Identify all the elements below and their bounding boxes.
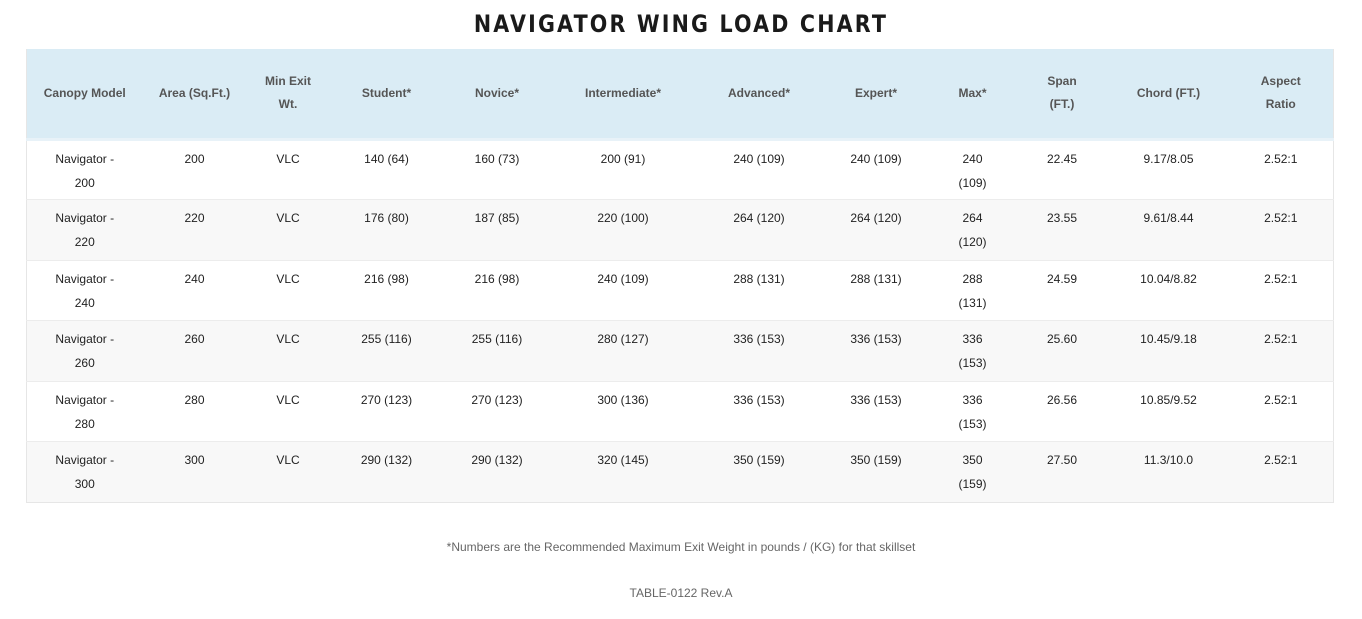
header-max: Max* — [929, 49, 1016, 141]
header-canopy-model: Canopy Model — [26, 49, 143, 141]
cell-min-exit-weight: VLC — [276, 211, 300, 225]
cell-student: 290 (132) — [360, 453, 413, 467]
cell-chord: 10.45/9.18 — [1140, 332, 1197, 346]
cell-canopy-model: Navigator - 240 — [55, 271, 115, 310]
cell-student: 176 (80) — [364, 211, 409, 225]
cell-max: 336 (153) — [958, 392, 987, 431]
header-novice: Novice* — [443, 49, 551, 141]
cell-max: 336 (153) — [958, 332, 987, 370]
cell-canopy-model: Navigator - 220 — [55, 211, 115, 249]
table-row: Navigator - 280 280 VLC 270 (123) 270 (123) 3… — [26, 381, 1334, 442]
cell-canopy-model: Navigator - 300 — [55, 453, 115, 491]
cell-student: 140 (64) — [364, 151, 409, 166]
cell-expert: 240 (109) — [850, 151, 902, 166]
header-intermediate: Intermediate* — [550, 49, 696, 141]
cell-max: 350 (159) — [958, 453, 987, 491]
table-row: Navigator - 220 220 VLC 176 (80) 187 (85) 220… — [26, 199, 1334, 260]
table-row: Navigator - 300 300 VLC 290 (132) 290 (132) 3… — [26, 441, 1334, 502]
cell-novice: 160 (73) — [474, 151, 520, 166]
page-title: NAVIGATOR WING LOAD CHART — [473, 10, 889, 38]
cell-novice: 290 (132) — [471, 453, 523, 467]
cell-area: 200 — [184, 151, 205, 166]
cell-min-exit-weight: VLC — [276, 392, 300, 407]
cell-canopy-model: Navigator - 280 — [55, 392, 115, 431]
cell-advanced: 264 (120) — [733, 211, 785, 225]
footnote: *Numbers are the Recommended Maximum Exi… — [446, 540, 916, 554]
cell-area: 280 — [184, 392, 205, 407]
cell-advanced: 350 (159) — [733, 453, 785, 467]
cell-aspect-ratio: 2.52:1 — [1264, 392, 1298, 407]
cell-intermediate: 200 (91) — [600, 151, 646, 166]
cell-aspect-ratio: 2.52:1 — [1264, 211, 1298, 225]
cell-chord: 10.85/9.52 — [1140, 392, 1197, 407]
cell-advanced: 288 (131) — [733, 271, 785, 286]
cell-min-exit-weight: VLC — [276, 151, 300, 166]
cell-area: 300 — [184, 453, 205, 467]
cell-area: 260 — [184, 332, 205, 346]
cell-student: 270 (123) — [360, 392, 413, 407]
cell-intermediate: 220 (100) — [597, 211, 649, 225]
cell-chord: 10.04/8.82 — [1140, 271, 1197, 286]
cell-student: 255 (116) — [361, 332, 412, 346]
cell-intermediate: 320 (145) — [597, 453, 649, 467]
header-area: Area (Sq.Ft.) — [142, 49, 247, 141]
cell-min-exit-weight: VLC — [276, 453, 300, 467]
cell-span: 27.50 — [1046, 453, 1078, 467]
cell-max: 240 (109) — [958, 151, 987, 190]
header-advanced: Advanced* — [695, 49, 823, 141]
cell-canopy-model: Navigator - 200 — [55, 151, 115, 190]
table-row: Navigator - 260 260 VLC 255 (116) 255 (116) 2… — [26, 320, 1334, 381]
cell-intermediate: 240 (109) — [597, 271, 649, 286]
table-reference: TABLE-0122 Rev.A — [629, 586, 733, 600]
cell-expert: 288 (131) — [850, 271, 902, 286]
cell-aspect-ratio: 2.52:1 — [1264, 151, 1298, 166]
table-body: Navigator - 200 200 VLC 140 (64) 160 (73) 200… — [26, 139, 1334, 502]
header-expert: Expert* — [822, 49, 930, 141]
cell-aspect-ratio: 2.52:1 — [1264, 332, 1298, 346]
cell-min-exit-weight: VLC — [276, 332, 300, 346]
cell-novice: 270 (123) — [471, 392, 523, 407]
cell-span: 25.60 — [1046, 332, 1078, 346]
header-student: Student* — [329, 49, 444, 141]
cell-advanced: 336 (153) — [733, 332, 785, 346]
header-span: Span (FT.) — [1015, 49, 1109, 141]
cell-max: 264 (120) — [958, 211, 987, 249]
cell-chord: 9.17/8.05 — [1143, 151, 1194, 166]
cell-expert: 350 (159) — [850, 453, 902, 467]
cell-expert: 264 (120) — [850, 211, 902, 225]
cell-span: 22.45 — [1046, 151, 1078, 166]
cell-advanced: 336 (153) — [733, 392, 785, 407]
cell-novice: 187 (85) — [474, 211, 520, 225]
table-row: Navigator - 240 240 VLC 216 (98) 216 (98) 240… — [26, 260, 1334, 321]
cell-chord: 11.3/10.0 — [1143, 453, 1194, 467]
wing-load-table: Canopy Model Area (Sq.Ft.) Min Exit Wt. … — [26, 49, 1334, 503]
cell-intermediate: 300 (136) — [597, 392, 649, 407]
cell-area: 220 — [184, 211, 205, 225]
cell-aspect-ratio: 2.52:1 — [1264, 271, 1298, 286]
header-min-exit-weight: Min Exit Wt. — [246, 49, 330, 141]
cell-span: 24.59 — [1046, 271, 1078, 286]
table-header-row: Canopy Model Area (Sq.Ft.) Min Exit Wt. … — [26, 49, 1334, 141]
header-chord: Chord (FT.) — [1108, 49, 1229, 141]
cell-area: 240 — [184, 271, 205, 286]
cell-chord: 9.61/8.44 — [1143, 211, 1194, 225]
cell-student: 216 (98) — [364, 271, 409, 286]
header-aspect-ratio: Aspect Ratio — [1228, 49, 1334, 141]
cell-canopy-model: Navigator - 260 — [55, 332, 115, 370]
cell-span: 23.55 — [1046, 211, 1078, 225]
cell-expert: 336 (153) — [850, 332, 902, 346]
table-row: Navigator - 200 200 VLC 140 (64) 160 (73) 200… — [26, 139, 1334, 200]
cell-intermediate: 280 (127) — [597, 332, 649, 346]
cell-novice: 255 (116) — [471, 332, 523, 346]
cell-min-exit-weight: VLC — [276, 271, 300, 286]
cell-max: 288 (131) — [958, 271, 987, 310]
cell-expert: 336 (153) — [850, 392, 902, 407]
cell-aspect-ratio: 2.52:1 — [1264, 453, 1298, 467]
cell-novice: 216 (98) — [474, 271, 520, 286]
cell-advanced: 240 (109) — [733, 151, 785, 166]
cell-span: 26.56 — [1046, 392, 1078, 407]
